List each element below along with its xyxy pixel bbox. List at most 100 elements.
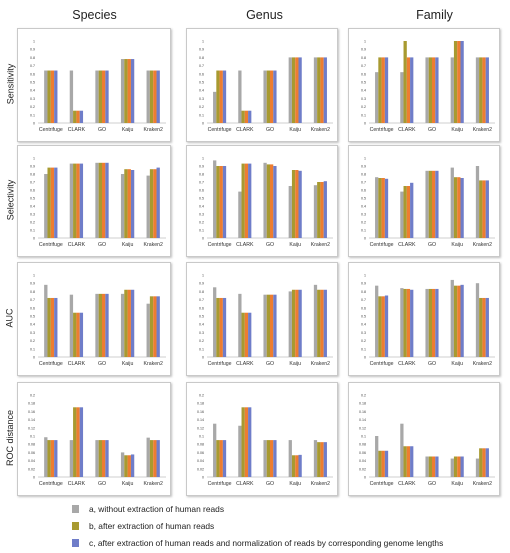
bar-go-3 <box>102 440 106 477</box>
bar-go-3 <box>432 170 436 238</box>
column-header-genus: Genus <box>246 8 283 22</box>
bar-go-4 <box>435 288 439 357</box>
bar-go-4 <box>105 70 109 123</box>
x-tick-label: Kraken2 <box>311 361 330 367</box>
bar-centrifuge-4 <box>384 295 389 357</box>
bar-clark-4 <box>79 407 84 477</box>
bar-centrifuge-2 <box>216 440 220 477</box>
y-tick-label: 0.1 <box>199 229 204 233</box>
x-tick-label: CLARK <box>68 242 86 248</box>
x-tick-label: CLARK <box>68 127 86 133</box>
y-tick-label: 0.1 <box>199 347 204 351</box>
chart-family-roc-distance: 0 0.02 0.04 0.06 0.08 0.1 0.12 0.14 0.16 0.18 0.2 C… <box>348 382 500 496</box>
y-tick-label: 0.5 <box>361 81 366 85</box>
x-tick-label: GO <box>266 242 274 248</box>
y-tick-label: 0.4 <box>199 89 204 93</box>
x-tick-label: CLARK <box>236 361 254 367</box>
bar-kraken2-3 <box>482 448 486 477</box>
bar-kaiju-1 <box>288 291 292 357</box>
bar-kaiju-2 <box>453 41 458 123</box>
y-tick-label: 0.06 <box>359 451 366 455</box>
y-tick-label: 0.1 <box>361 113 366 117</box>
bar-kaiju-3 <box>127 289 131 357</box>
x-tick-label: Kraken2 <box>144 127 163 133</box>
bar-kraken2-1 <box>475 57 480 123</box>
bar-kraken2-4 <box>156 440 160 477</box>
y-tick-label: 0.14 <box>197 418 204 422</box>
y-tick-label: 0.6 <box>30 189 35 193</box>
bar-kaiju-3 <box>127 59 131 123</box>
bar-clark-1 <box>400 191 404 238</box>
bar-centrifuge-4 <box>54 70 58 123</box>
legend-item-c: c, after extraction of human reads and n… <box>72 536 443 550</box>
bar-kaiju-2 <box>124 59 128 123</box>
bar-clark-4 <box>79 312 84 357</box>
bar-kaiju-1 <box>120 452 125 477</box>
bar-kaiju-2 <box>453 177 458 238</box>
bar-go-1 <box>95 70 99 123</box>
bar-go-2 <box>266 164 270 238</box>
bar-centrifuge-2 <box>47 167 51 238</box>
chart-svg: 0 0.1 0.2 0.3 0.4 0.5 0.6 0.7 0.8 0.9 1 Centrifuge C… <box>361 157 495 248</box>
bar-clark-4 <box>248 163 252 238</box>
bar-centrifuge-4 <box>54 167 58 238</box>
bar-kaiju-2 <box>291 170 296 238</box>
bar-clark-2 <box>73 110 77 123</box>
bar-clark-3 <box>76 110 80 123</box>
bar-centrifuge-2 <box>216 166 220 238</box>
bar-go-3 <box>432 57 436 123</box>
chart-svg: 0 0.02 0.04 0.06 0.08 0.1 0.12 0.14 0.16 0.18 0.2 C… <box>359 394 495 487</box>
y-tick-label: 0.8 <box>361 290 366 294</box>
y-tick-label: 0.5 <box>199 315 204 319</box>
x-tick-label: GO <box>98 361 106 367</box>
bar-kraken2-3 <box>482 297 486 357</box>
bar-centrifuge-2 <box>216 70 220 123</box>
y-tick-label: 0.9 <box>30 282 35 286</box>
y-tick-label: 0.9 <box>361 165 366 169</box>
bar-go-2 <box>428 57 432 123</box>
bar-go-4 <box>435 456 439 477</box>
x-tick-label: Kraken2 <box>311 242 330 248</box>
y-tick-label: 0.2 <box>361 105 366 109</box>
y-tick-label: 0.6 <box>30 72 35 76</box>
y-tick-label: 1 <box>202 274 204 278</box>
x-tick-label: Kraken2 <box>473 481 492 487</box>
bar-kaiju-3 <box>295 455 299 477</box>
x-tick-label: CLARK <box>236 127 254 133</box>
x-tick-label: Centrifuge <box>208 361 232 367</box>
bar-centrifuge-4 <box>222 297 227 357</box>
bar-kraken2-4 <box>323 57 327 123</box>
bar-kaiju-1 <box>450 57 454 123</box>
bar-kraken2-2 <box>149 440 154 477</box>
bar-centrifuge-1 <box>213 423 217 477</box>
bar-clark-4 <box>248 312 252 357</box>
y-tick-label: 0 <box>202 356 204 360</box>
bar-kraken2-3 <box>320 442 324 477</box>
bar-go-2 <box>428 170 432 238</box>
x-tick-label: CLARK <box>68 361 86 367</box>
bar-go-3 <box>270 440 274 477</box>
x-tick-label: GO <box>98 127 106 133</box>
bar-kaiju-4 <box>130 170 135 238</box>
x-tick-label: CLARK <box>398 481 416 487</box>
bar-go-4 <box>273 166 277 238</box>
y-tick-label: 0.04 <box>28 459 35 463</box>
chart-species-sensitivity: 0 0.1 0.2 0.3 0.4 0.5 0.6 0.7 0.8 0.9 1 Centrifuge C… <box>17 28 171 142</box>
y-tick-label: 0.04 <box>197 459 204 463</box>
bar-kaiju-2 <box>124 289 128 357</box>
bar-kraken2-1 <box>313 440 318 477</box>
y-tick-label: 0 <box>33 476 35 480</box>
y-tick-label: 0.7 <box>199 64 204 68</box>
bar-kraken2-4 <box>485 180 489 238</box>
y-tick-label: 0 <box>364 476 366 480</box>
bar-kaiju-3 <box>457 177 461 238</box>
bar-kraken2-2 <box>317 289 321 357</box>
bar-go-1 <box>425 456 429 477</box>
y-tick-label: 0.8 <box>361 56 366 60</box>
bar-kaiju-2 <box>453 456 458 477</box>
y-tick-label: 1 <box>202 40 204 44</box>
x-tick-label: CLARK <box>398 127 416 133</box>
x-tick-label: Kaiju <box>289 361 301 367</box>
bar-kraken2-3 <box>153 296 157 357</box>
y-tick-label: 1 <box>364 274 366 278</box>
